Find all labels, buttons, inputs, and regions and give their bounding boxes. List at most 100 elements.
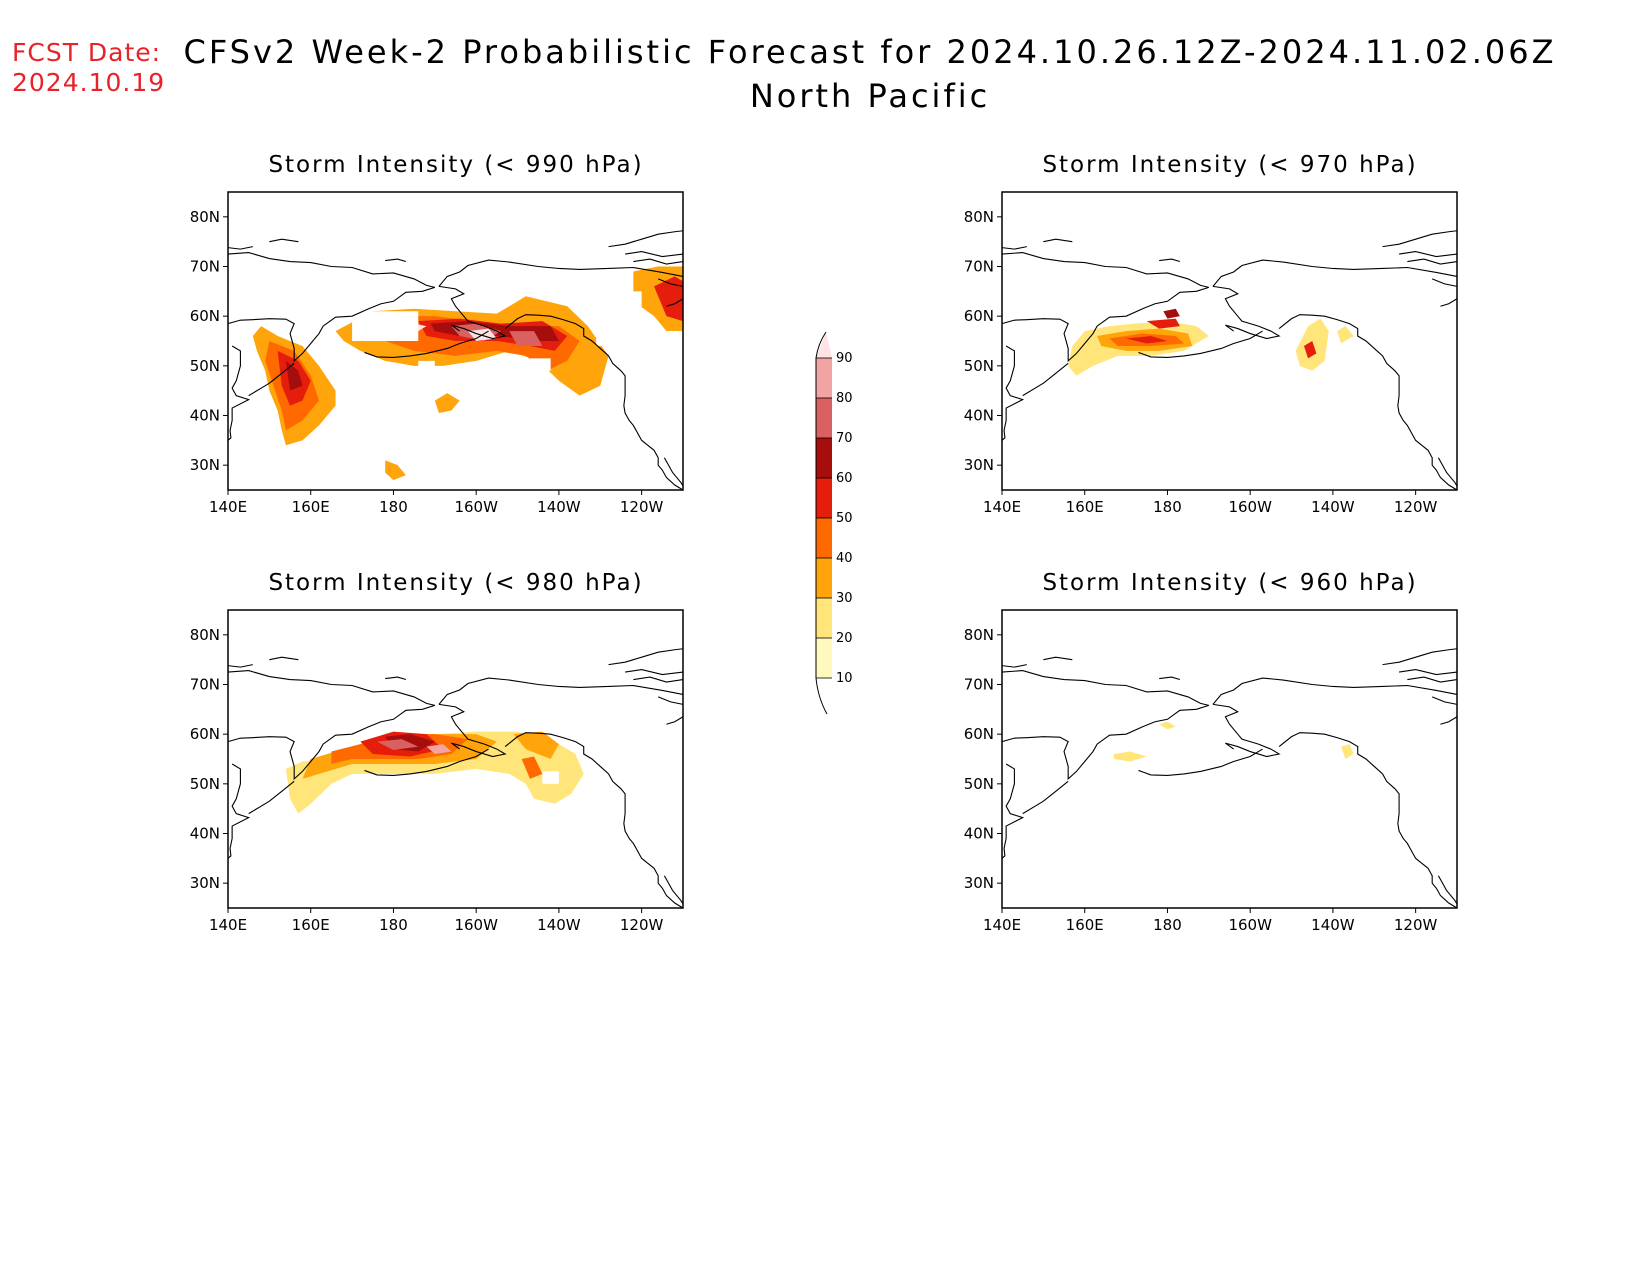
coastline	[625, 669, 684, 676]
lat-tick-label: 50N	[190, 357, 220, 375]
lat-tick-label: 70N	[964, 258, 994, 276]
coastline	[227, 704, 435, 781]
forecast-date: FCST Date: 2024.10.19	[12, 38, 165, 98]
coastline	[1138, 330, 1263, 358]
coastline	[248, 780, 295, 815]
colorbar-bottom-triangle	[816, 678, 832, 714]
title-line-2: North Pacific	[749, 77, 991, 115]
coastline	[608, 230, 684, 248]
forecast-date-value: 2024.10.19	[12, 68, 166, 97]
coastline	[269, 238, 299, 243]
lat-tick-label: 70N	[190, 258, 220, 276]
coastline	[1001, 670, 1209, 706]
coastline	[633, 258, 684, 265]
coastline	[1437, 457, 1458, 487]
probability-area	[513, 731, 559, 759]
lon-tick-label: 160W	[454, 498, 498, 516]
coastline	[1022, 362, 1069, 397]
lon-tick-label: 160W	[1228, 498, 1272, 516]
map-frame	[227, 609, 684, 909]
coastline	[1022, 780, 1069, 815]
coastline	[504, 314, 684, 491]
colorbar-label: 30	[836, 591, 853, 606]
lat-tick-label: 30N	[190, 456, 220, 474]
mask-area	[625, 291, 642, 327]
lon-tick-label: 160E	[292, 498, 330, 516]
colorbar-segment	[816, 598, 832, 638]
map-frame	[1001, 191, 1458, 491]
coastline	[438, 703, 507, 758]
probability-area	[509, 331, 543, 346]
lat-tick-label: 50N	[964, 775, 994, 793]
colorbar-label: 10	[836, 671, 853, 686]
lat-tick-label: 30N	[964, 456, 994, 474]
coastline	[666, 298, 684, 307]
coastline	[227, 345, 251, 441]
probability-area	[1159, 721, 1176, 730]
lon-tick-label: 160W	[454, 916, 498, 934]
mask-area	[335, 353, 361, 366]
lon-tick-label: 180	[1153, 498, 1182, 516]
colorbar: 10 20 30 40 50 60 70 80 90	[815, 331, 853, 715]
probability-area	[426, 744, 452, 755]
map-panel-990: 80N 70N 60N 50N 40N 30N 140E 160E 180 160W 140W 120…	[190, 191, 684, 516]
lat-tick-label: 30N	[964, 874, 994, 892]
coastline	[1138, 748, 1263, 776]
coastline	[227, 246, 253, 250]
lat-tick-label: 30N	[190, 874, 220, 892]
coastline	[608, 648, 684, 666]
probability-area	[1113, 751, 1147, 762]
lat-tick-label: 60N	[964, 307, 994, 325]
mask-area	[529, 358, 551, 371]
mask-area	[352, 311, 419, 341]
colorbar-segment	[816, 518, 832, 558]
coastline	[1382, 648, 1458, 666]
coastline	[269, 656, 299, 661]
coastline	[1159, 258, 1181, 263]
mask-area	[666, 331, 683, 351]
coastline	[227, 670, 435, 706]
coastline	[438, 285, 507, 340]
mask-area	[542, 771, 559, 784]
probability-area	[1337, 326, 1354, 344]
lat-tick-label: 40N	[190, 825, 220, 843]
lon-tick-label: 140W	[537, 916, 581, 934]
lon-tick-label: 160E	[1066, 498, 1104, 516]
colorbar-label: 20	[836, 631, 853, 646]
map-panel-970: 80N 70N 60N 50N 40N 30N 140E 160E 180 160W 140W 120…	[964, 191, 1458, 516]
coastline	[1437, 875, 1458, 905]
coastline	[227, 286, 435, 363]
lat-tick-label: 80N	[964, 626, 994, 644]
coastline	[1278, 732, 1458, 909]
coastline	[227, 664, 253, 668]
colorbar-label: 50	[836, 511, 853, 526]
lat-tick-label: 50N	[190, 775, 220, 793]
coastline	[1212, 285, 1281, 340]
lon-tick-label: 160E	[292, 916, 330, 934]
lon-tick-label: 180	[1153, 916, 1182, 934]
lat-tick-label: 50N	[964, 357, 994, 375]
lat-tick-label: 70N	[964, 676, 994, 694]
probability-area	[1341, 744, 1354, 759]
colorbar-label: 70	[836, 431, 853, 446]
lat-tick-label: 60N	[190, 307, 220, 325]
coastline	[1278, 314, 1458, 491]
lat-tick-label: 60N	[190, 725, 220, 743]
coastline	[666, 716, 684, 725]
lat-tick-label: 80N	[190, 626, 220, 644]
colorbar-label: 90	[836, 351, 853, 366]
lon-tick-label: 140W	[537, 498, 581, 516]
lat-tick-label: 80N	[964, 208, 994, 226]
lat-tick-label: 60N	[964, 725, 994, 743]
panel-title-960: Storm Intensity (< 960 hPa)	[1042, 570, 1418, 596]
lon-tick-label: 140E	[209, 916, 247, 934]
coastline	[1001, 345, 1025, 441]
probability-area	[521, 756, 543, 779]
lat-tick-label: 40N	[190, 407, 220, 425]
probability-area	[1126, 336, 1168, 344]
coastline	[1001, 664, 1027, 668]
coastline	[1440, 298, 1458, 307]
colorbar-outline	[815, 677, 828, 715]
coastline	[227, 252, 435, 288]
panel-title-970: Storm Intensity (< 970 hPa)	[1042, 152, 1418, 178]
